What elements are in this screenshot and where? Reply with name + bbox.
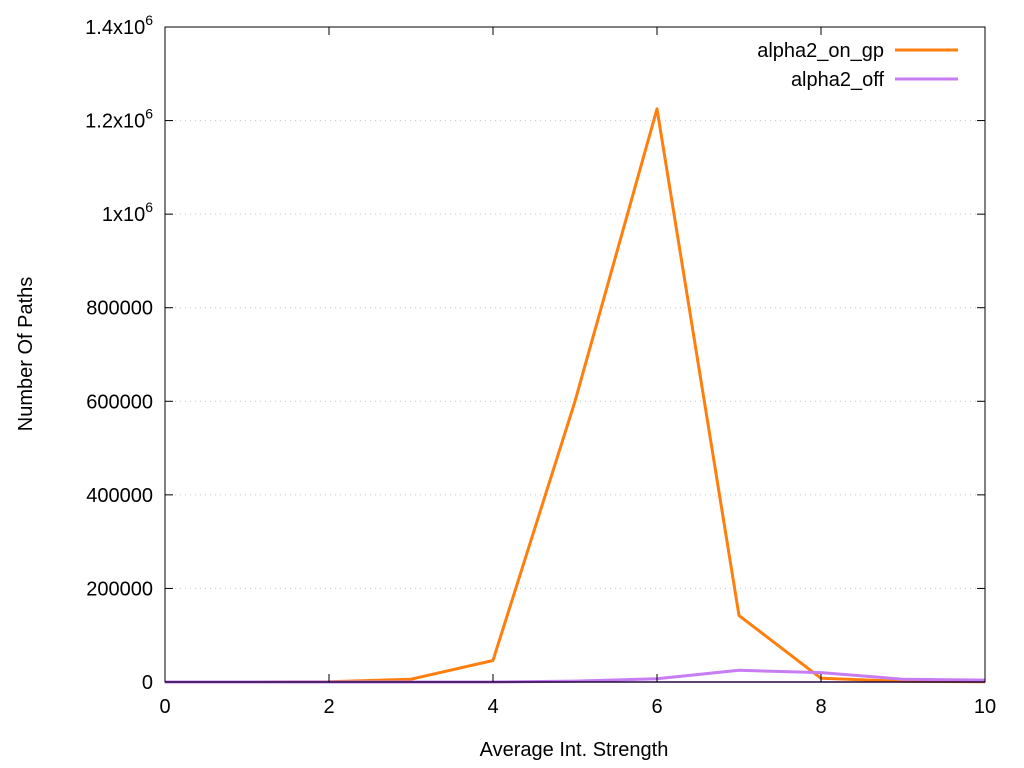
y-tick-label: 600000	[86, 391, 153, 413]
y-tick-label: 400000	[86, 485, 153, 507]
y-tick-label: 1x106	[102, 199, 153, 226]
gridlines	[165, 120, 985, 589]
plot-frame	[164, 26, 986, 683]
x-tick-label: 0	[159, 696, 170, 718]
plot-series	[165, 107, 986, 684]
y-tick-label: 0	[142, 672, 153, 694]
legend-label-alpha2-off: alpha2_off	[791, 69, 885, 91]
x-tick-label: 2	[323, 696, 334, 718]
y-tick-label: 800000	[86, 298, 153, 320]
series-line-alpha2-on-gp	[165, 107, 986, 684]
axis-ticks: 0 200000 400000 600000 800000 1x106 1.2x106 1.4…	[85, 12, 996, 718]
y-tick-label: 1.4x106	[85, 12, 153, 39]
legend-label-alpha2-on-gp: alpha2_on_gp	[757, 40, 884, 62]
x-axis-title: Average Int. Strength	[480, 739, 669, 761]
legend: alpha2_on_gp alpha2_off	[757, 40, 958, 91]
x-tick-label: 4	[487, 696, 498, 718]
x-tick-label: 8	[815, 696, 826, 718]
y-tick-label: 1.2x106	[85, 106, 153, 133]
x-tick-label: 6	[651, 696, 662, 718]
y-tick-label: 200000	[86, 578, 153, 600]
x-tick-label: 10	[974, 696, 996, 718]
y-axis-title: Number Of Paths	[15, 277, 37, 432]
